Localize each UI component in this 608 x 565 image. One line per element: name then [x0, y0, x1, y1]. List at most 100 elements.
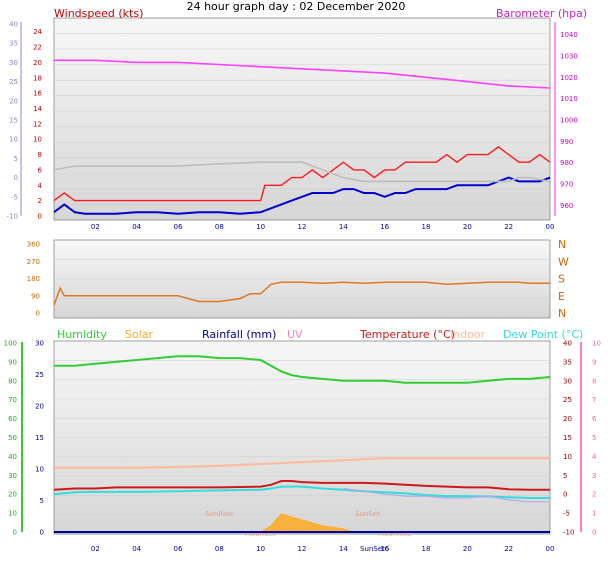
sun-moon-annotation: SunSet6	[360, 545, 390, 553]
compass-label: E	[558, 290, 565, 303]
sun-moon-annotation: SunSet	[355, 510, 380, 518]
wind-baro-plot-area	[53, 17, 551, 221]
rainfall-tick: 25	[35, 371, 44, 379]
windspeed-outer-tick: 20	[9, 97, 18, 105]
temperature-tick: 15	[563, 434, 572, 442]
humidity-tick: 60	[8, 415, 17, 423]
windspeed-inner-tick: 0	[38, 213, 42, 221]
x-tick-label: 04	[132, 545, 141, 553]
windspeed-inner-tick: 18	[33, 74, 42, 82]
sun-moon-annotation: MoonSet	[245, 530, 276, 538]
barometer-tick: 970	[560, 181, 573, 189]
x-tick-label: 22	[504, 223, 513, 231]
x-tick-label: 20	[463, 223, 472, 231]
direction-degree-tick: 360	[27, 241, 40, 249]
legend-entry: Indoor	[450, 328, 486, 341]
temperature-tick: 10	[563, 453, 572, 461]
x-tick-label: 02	[91, 223, 100, 231]
compass-label: S	[558, 273, 565, 286]
uv-tick: 8	[592, 377, 596, 385]
barometer-tick: 1000	[560, 117, 578, 125]
compass-label: W	[558, 255, 569, 268]
multi-sensor-panel: Humidity Solar Rainfall (mm) UV Temperature …	[4, 328, 601, 553]
legend-entry: Humidity	[57, 328, 107, 341]
windspeed-inner-tick: 2	[38, 197, 42, 205]
x-tick-label: 06	[174, 223, 183, 231]
multi-sensor-legend: Humidity Solar Rainfall (mm) UV Temperature …	[57, 328, 583, 341]
x-tick-label: 16	[380, 545, 389, 553]
legend-entry: Temperature (°C)	[359, 328, 455, 341]
rainfall-tick: 0	[40, 529, 44, 537]
rainfall-tick: 15	[35, 434, 44, 442]
uv-tick: 1	[592, 510, 596, 518]
legend-entry: UV	[287, 328, 303, 341]
solar-area	[258, 513, 354, 533]
uv-tick: 3	[592, 472, 596, 480]
x-tick-label: 08	[215, 545, 224, 553]
multi-sensor-grid	[54, 359, 550, 516]
gust_grey-line	[53, 161, 551, 183]
barometer-ticks: 960 970 980 990 1000 1010 1020 1030 1040	[560, 31, 578, 210]
windspeed-inner-tick: 4	[38, 182, 43, 190]
humidity-tick: 0	[13, 529, 17, 537]
windspeed-outer-tick: 0	[14, 174, 18, 182]
multi-sensor-x-ticks: 02 04 06 08 10 12 14 16 18 20 22 00	[91, 545, 555, 553]
barometer-tick: 1010	[560, 95, 578, 103]
humidity-tick: 70	[8, 396, 17, 404]
windspeed-inner-tick: 24	[33, 28, 42, 36]
windspeed-outer-tick: 25	[9, 78, 18, 86]
x-tick-label: 04	[132, 223, 141, 231]
rainfall-ticks: 0 5 10 15 20 25 30	[35, 340, 44, 537]
windspeed-outer-ticks: -10 -5 0 5 10 15 20 25 30 35 40	[7, 21, 18, 221]
temperature-ticks: -10 -5 0 5 10 15 20 25 30 35 40	[563, 340, 574, 537]
x-tick-label: 10	[256, 223, 265, 231]
x-tick-label: 18	[422, 223, 431, 231]
temperature-tick: 20	[563, 415, 572, 423]
sun-moon-annotation: SunRise	[205, 510, 233, 518]
wind-direction-degree-ticks: 0 90 180 270 360	[27, 241, 40, 318]
barometer-axis-label: Barometer (hpa)	[496, 7, 587, 20]
windspeed-inner-tick: 22	[33, 44, 42, 52]
compass-label: N	[558, 307, 566, 320]
x-tick-label: 08	[215, 223, 224, 231]
barometer-tick: 1020	[560, 74, 578, 82]
barometer-tick: 1040	[560, 31, 578, 39]
rainfall-tick: 10	[35, 466, 44, 474]
humidity-tick: 90	[8, 358, 17, 366]
rainfall-tick: 5	[40, 497, 44, 505]
direction-degree-tick: 0	[36, 310, 40, 318]
x-tick-label: 06	[174, 545, 183, 553]
x-tick-label: 00	[546, 223, 555, 231]
sun-moon-annotations: SunRise SunSet MoonSet MoonRise SunSet6	[205, 510, 412, 553]
temperature-tick: -5	[563, 510, 570, 518]
wind_avg-line	[53, 176, 551, 215]
windspeed-inner-tick: 12	[33, 120, 42, 128]
dew-line	[53, 485, 550, 499]
compass-label: N	[558, 238, 566, 251]
x-tick-label: 20	[463, 545, 472, 553]
sun-moon-annotation: MoonRise	[378, 530, 412, 538]
x-tick-label: 22	[504, 545, 513, 553]
temperature-tick: 35	[563, 358, 572, 366]
windspeed-outer-tick: 40	[9, 21, 18, 29]
x-tick-label: 14	[339, 223, 348, 231]
windspeed-inner-tick: 6	[38, 166, 43, 174]
windspeed-outer-tick: -10	[7, 213, 18, 221]
humidity-tick: 20	[8, 491, 17, 499]
temperature-tick: 30	[563, 377, 572, 385]
temp-line	[53, 480, 550, 491]
wind-line	[53, 146, 551, 202]
windspeed-outer-tick: -5	[11, 193, 18, 201]
uv-tick: 7	[592, 396, 596, 404]
direction-degree-tick: 180	[27, 275, 40, 283]
uv-tick: 6	[592, 415, 597, 423]
wind-direction-line	[53, 281, 550, 306]
multi-sensor-series	[53, 355, 551, 533]
wind-direction-grid	[54, 259, 550, 299]
windspeed-inner-tick: 16	[33, 90, 42, 98]
indoor-line	[54, 457, 550, 469]
windspeed-outer-tick: 35	[9, 40, 18, 48]
